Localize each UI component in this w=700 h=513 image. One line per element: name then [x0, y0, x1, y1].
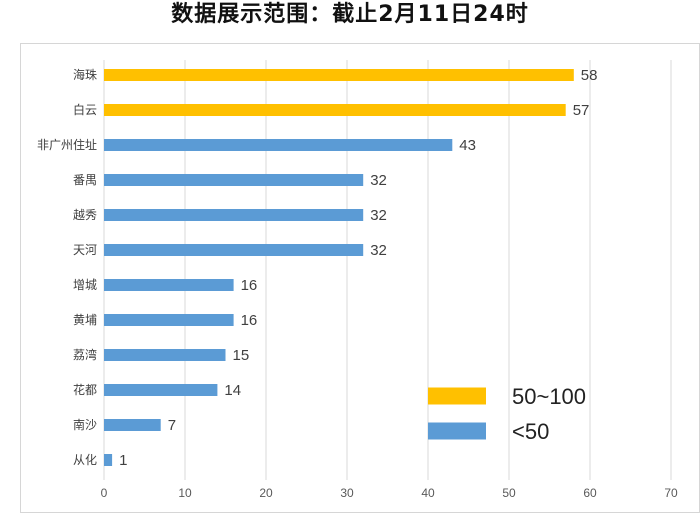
- category-label-4: 越秀: [73, 208, 97, 222]
- x-tick-label-2: 20: [259, 486, 273, 500]
- x-tick-label-3: 30: [340, 486, 354, 500]
- bar-0: [104, 69, 574, 81]
- bar-9: [104, 384, 218, 396]
- value-label-6: 16: [241, 277, 258, 294]
- category-label-6: 增城: [73, 278, 97, 292]
- bar-2: [104, 139, 453, 151]
- legend-label-0: 50~100: [512, 384, 586, 409]
- value-label-7: 16: [241, 312, 258, 329]
- category-label-5: 天河: [73, 243, 97, 257]
- x-tick-label-5: 50: [502, 486, 516, 500]
- value-label-3: 32: [370, 172, 387, 189]
- legend-swatch-1: [428, 422, 486, 440]
- bar-11: [104, 454, 113, 466]
- bar-10: [104, 419, 161, 431]
- x-tick-label-7: 70: [664, 486, 678, 500]
- category-label-7: 黄埔: [73, 313, 97, 327]
- category-label-0: 海珠: [73, 67, 97, 82]
- bar-6: [104, 279, 234, 291]
- bar-7: [104, 314, 234, 326]
- x-tick-label-4: 40: [421, 486, 435, 500]
- bar-4: [104, 209, 364, 221]
- value-label-4: 32: [370, 207, 387, 224]
- value-label-9: 14: [224, 382, 241, 399]
- bar-3: [104, 174, 364, 186]
- value-label-10: 7: [168, 417, 176, 434]
- bar-chart: 海珠 58 白云 57 非广州住址 43 番禺 32 越秀 32 天河 32 增城 16 黄埔 16 荔湾 15 花…: [37, 60, 678, 500]
- legend-label-1: <50: [512, 419, 549, 444]
- category-label-2: 非广州住址: [37, 138, 97, 152]
- bar-1: [104, 104, 566, 116]
- value-label-0: 58: [581, 67, 598, 84]
- value-label-2: 43: [459, 137, 476, 154]
- category-label-3: 番禺: [73, 173, 97, 187]
- x-tick-label-1: 10: [178, 486, 192, 500]
- value-label-11: 1: [119, 452, 127, 469]
- x-tick-label-6: 60: [583, 486, 597, 500]
- value-label-5: 32: [370, 242, 387, 259]
- category-label-11: 从化: [73, 453, 97, 467]
- x-tick-label-0: 0: [101, 486, 108, 500]
- legend-swatch-0: [428, 387, 486, 405]
- category-label-9: 花都: [73, 382, 97, 397]
- value-label-8: 15: [233, 347, 250, 364]
- chart-title: 数据展示范围：截止2月11日24时: [171, 2, 529, 27]
- category-label-10: 南沙: [73, 417, 97, 432]
- category-label-8: 荔湾: [73, 347, 97, 362]
- category-label-1: 白云: [73, 102, 97, 117]
- bar-8: [104, 349, 226, 361]
- bar-5: [104, 244, 364, 256]
- value-label-1: 57: [573, 102, 590, 119]
